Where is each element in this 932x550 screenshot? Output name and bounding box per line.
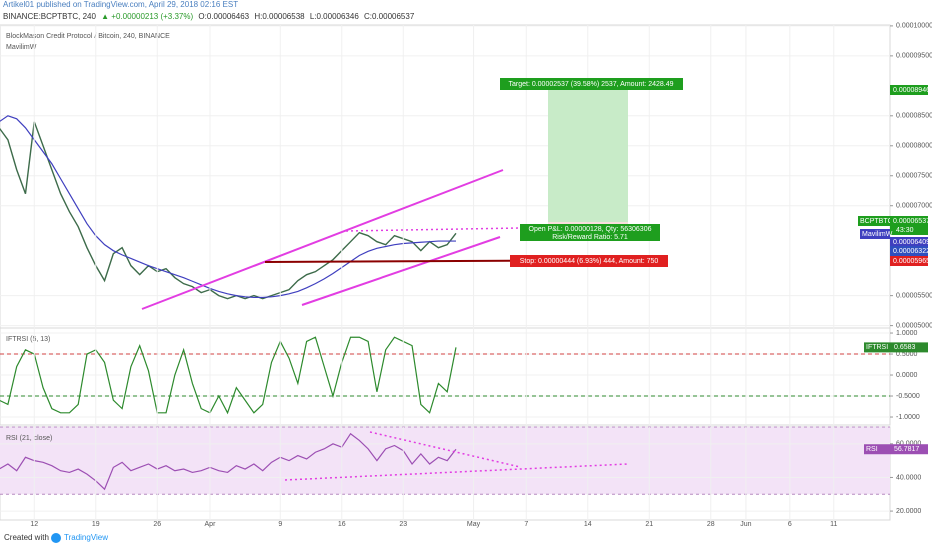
band [0, 427, 890, 495]
y-tick-label: -0.5000 [896, 393, 920, 400]
stop-price: 0.00005965 [893, 258, 930, 265]
axis-labels: 0.00008946 BCPTBTC 0.00006537 43:30 Mavi… [858, 85, 930, 266]
y-tick-label: 20.0000 [896, 508, 921, 515]
y-tick-label: 0.00005500 [896, 292, 932, 299]
y-tick-label: 0.00009500 [896, 53, 932, 60]
x-tick-label: 7 [524, 521, 528, 528]
y-tick-label: 0.00008500 [896, 113, 932, 120]
pane [0, 327, 891, 426]
symbol: BINANCE:BCPTBTC, 240 [3, 12, 96, 21]
series-line [0, 336, 457, 415]
y-tick-label: 60.0000 [896, 441, 921, 448]
channel-lower [301, 236, 501, 306]
ma-tag-box [860, 229, 890, 239]
symbol-line: BINANCE:BCPTBTC, 240 ▲ +0.00000213 (+3.3… [3, 12, 415, 21]
y-tick-label: 1.0000 [896, 330, 918, 337]
y-tick-label: -1.0000 [896, 414, 920, 421]
target-label: Target: 0.00002537 (39.58%) 2537, Amount… [508, 81, 673, 88]
series-line [0, 432, 457, 491]
x-tick-label: Jun [740, 521, 751, 528]
footer-created: Created with [4, 533, 49, 542]
logo [51, 533, 61, 543]
countdown: 43:30 [896, 227, 914, 234]
open: O:0.00006463 [198, 12, 249, 21]
x-tick-label: 6 [788, 521, 792, 528]
pane-title: RSI (21, close) [6, 435, 52, 442]
pane-title: IFTRSI (5, 13) [6, 336, 50, 343]
x-tick-label: 23 [399, 521, 407, 528]
x-tick-label: 26 [153, 521, 161, 528]
y-tick-label: 0.00007000 [896, 203, 932, 210]
ma-price: 0.00006409 [893, 239, 930, 246]
low: L:0.00006346 [310, 12, 359, 21]
y-tick-label: 0.00010000 [896, 23, 932, 30]
symbol-tag: BCPTBTC [860, 218, 893, 225]
x-tick-label: 14 [584, 521, 592, 528]
value-tag-name: RSI [866, 446, 878, 453]
last-price: 0.00006537 [893, 218, 930, 225]
target-zone [548, 90, 628, 222]
x-tick-label: 16 [338, 521, 346, 528]
value-tag: 0.6583 [894, 344, 916, 351]
ma-tag: MavilimW [862, 231, 893, 238]
entry-price-box [890, 246, 928, 256]
y-tick-label: 0.00005000 [896, 322, 932, 329]
rr-label: Risk/Reward Ratio: 5.71 [552, 234, 628, 241]
close: C:0.00006537 [364, 12, 415, 21]
target-box [500, 78, 683, 90]
pnl-box [520, 224, 660, 241]
x-tick-label: 21 [645, 521, 653, 528]
value-tag: 56.7817 [894, 446, 919, 453]
value-tag-box [864, 342, 928, 353]
y-tick-label: 0.00008000 [896, 143, 932, 150]
rsi-trend-upper [369, 431, 521, 468]
y-tick-label: 40.0000 [896, 474, 921, 481]
y-tick-label: 0.00007500 [896, 173, 932, 180]
value-tag-name: IFTRSI [866, 344, 888, 351]
high: H:0.00006538 [254, 12, 305, 21]
pane-title: BlockMason Credit Protocol / Bitcoin, 24… [6, 33, 170, 40]
series-line [0, 121, 457, 300]
target-price: 0.00008946 [893, 87, 930, 94]
target-price-box [890, 85, 928, 95]
rsi-trend-lower [284, 463, 629, 481]
pnl-label: Open P&L: 0.00000128, Qty: 56306306 [529, 226, 652, 233]
panes: 0.00010000 0.00009500 0.00008500 0.00008000… [0, 23, 932, 528]
x-tick-label: 19 [92, 521, 100, 528]
drawings: Target: 0.00002537 (39.58%) 2537, Amount… [141, 78, 683, 481]
x-tick-label: Apr [205, 521, 217, 528]
entry-price: 0.00006322 [893, 248, 930, 255]
ma-price-box [890, 237, 928, 247]
stop-price-box [890, 256, 928, 266]
x-tick-label: May [467, 521, 481, 528]
channel-upper [141, 169, 504, 310]
published: Artikel01 published on TradingView.com, … [3, 0, 238, 9]
y-tick-label: 0.5000 [896, 351, 918, 358]
value-tag-box [864, 444, 928, 455]
stop-box [510, 255, 668, 267]
footer-brand: TradingView [64, 533, 108, 542]
legend-entry: MavilimW [6, 44, 37, 51]
resistance-dotted [345, 227, 521, 232]
x-tick-label: 12 [30, 521, 38, 528]
last-price-box [890, 216, 928, 235]
symbol-tag-box [858, 216, 890, 226]
y-tick-label: 0.0000 [896, 372, 918, 379]
series-line [0, 115, 456, 299]
x-tick-label: 11 [830, 521, 837, 528]
change: ▲ +0.00000213 (+3.37%) [101, 12, 193, 21]
x-tick-label: 28 [707, 521, 715, 528]
x-tick-label: 9 [278, 521, 282, 528]
stop-label: Stop: 0.00000444 (6.93%) 444, Amount: 75… [520, 258, 659, 265]
